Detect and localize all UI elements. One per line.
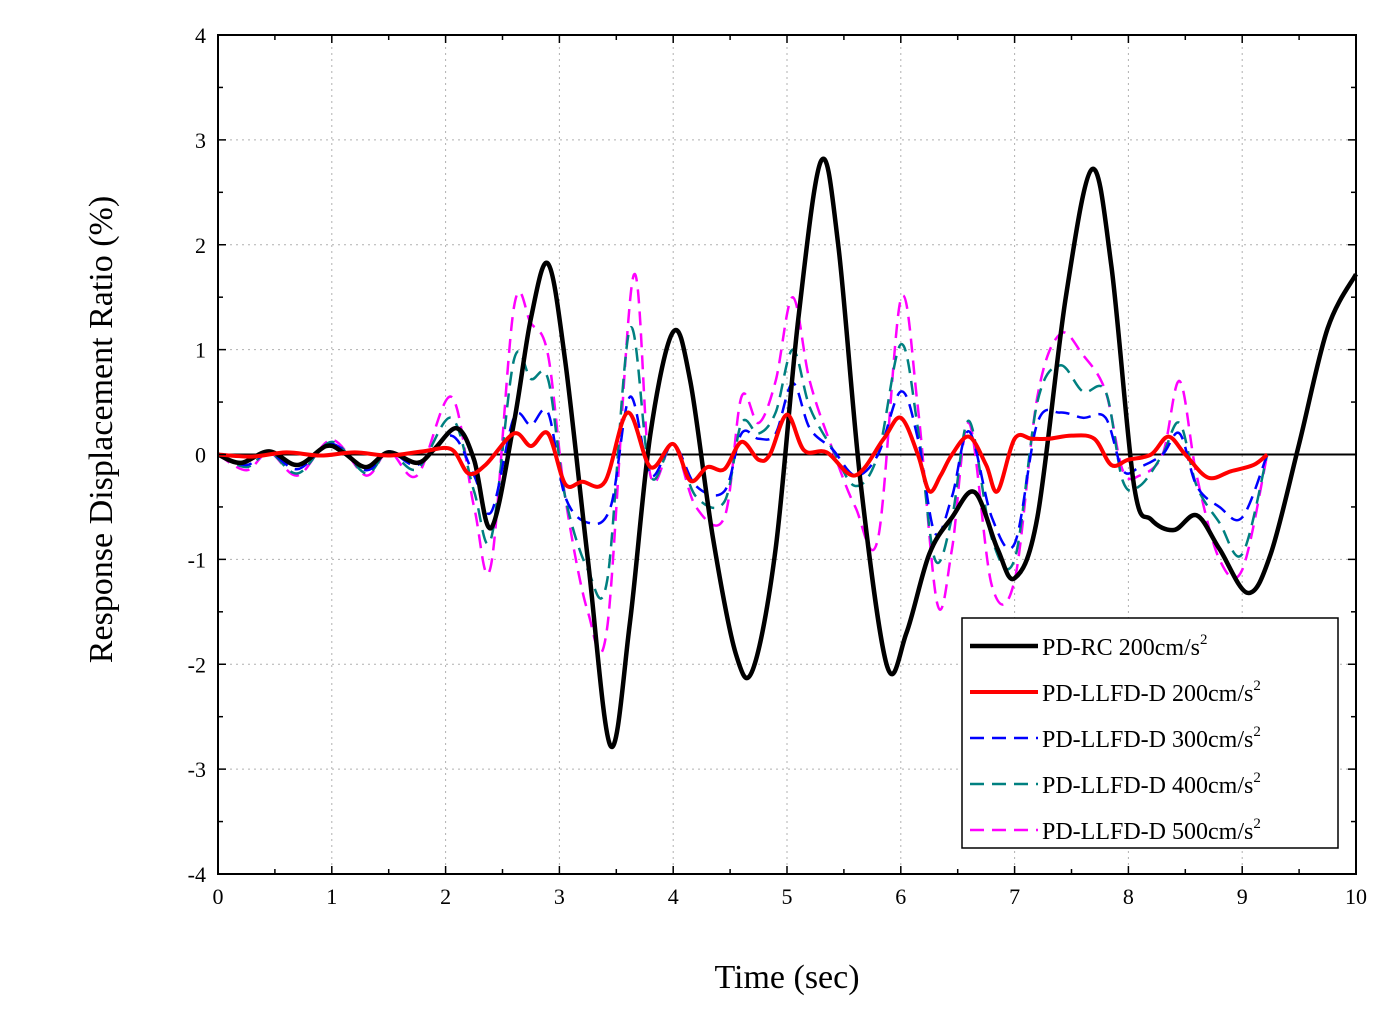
series-line-2 bbox=[217, 381, 1269, 551]
x-tick-label: 7 bbox=[1009, 884, 1020, 909]
series-line-4 bbox=[217, 272, 1269, 655]
y-tick-label: 3 bbox=[195, 128, 206, 153]
x-axis-title: Time (sec) bbox=[714, 959, 859, 996]
legend-label-3: PD-LLFD-D 400cm/s2 bbox=[1042, 770, 1261, 799]
series-layer bbox=[217, 156, 1358, 750]
y-axis-title: Response Displacement Ratio (%) bbox=[83, 196, 120, 663]
legend-box bbox=[961, 617, 1339, 849]
x-tick-label: 9 bbox=[1237, 884, 1248, 909]
y-tick-label: -3 bbox=[188, 757, 206, 782]
x-tick-label: 0 bbox=[213, 884, 224, 909]
y-tick-label: -4 bbox=[188, 862, 206, 887]
series-line-3 bbox=[217, 326, 1269, 600]
legend-label-4: PD-LLFD-D 500cm/s2 bbox=[1042, 816, 1261, 845]
y-tick-label: -1 bbox=[188, 547, 206, 572]
y-tick-label: 1 bbox=[195, 338, 206, 363]
x-tick-label: 4 bbox=[668, 884, 679, 909]
legend-label-1: PD-LLFD-D 200cm/s2 bbox=[1042, 678, 1261, 707]
legend: PD-RC 200cm/s2 PD-LLFD-D 200cm/s2 PD-LLFD-… bbox=[961, 617, 1339, 849]
y-tick-label: 2 bbox=[195, 233, 206, 258]
legend-label-0: PD-RC 200cm/s2 bbox=[1042, 632, 1208, 661]
series-line-1 bbox=[217, 410, 1269, 494]
x-tick-label: 8 bbox=[1123, 884, 1134, 909]
tick-labels: 0 1 2 3 4 5 6 7 8 9 10 -4 -3 -2 -1 0 1 2 3 4 bbox=[188, 23, 1367, 909]
x-tick-label: 2 bbox=[440, 884, 451, 909]
y-tick-label: 4 bbox=[195, 23, 206, 48]
x-tick-label: 5 bbox=[782, 884, 793, 909]
y-tick-label: 0 bbox=[195, 443, 206, 468]
x-tick-label: 10 bbox=[1345, 884, 1367, 909]
y-tick-label: -2 bbox=[188, 652, 206, 677]
x-tick-label: 1 bbox=[326, 884, 337, 909]
axis-ticks bbox=[217, 34, 1357, 875]
series-line-0 bbox=[217, 156, 1358, 750]
x-tick-label: 3 bbox=[554, 884, 565, 909]
x-tick-label: 6 bbox=[895, 884, 906, 909]
legend-label-2: PD-LLFD-D 300cm/s2 bbox=[1042, 724, 1261, 753]
